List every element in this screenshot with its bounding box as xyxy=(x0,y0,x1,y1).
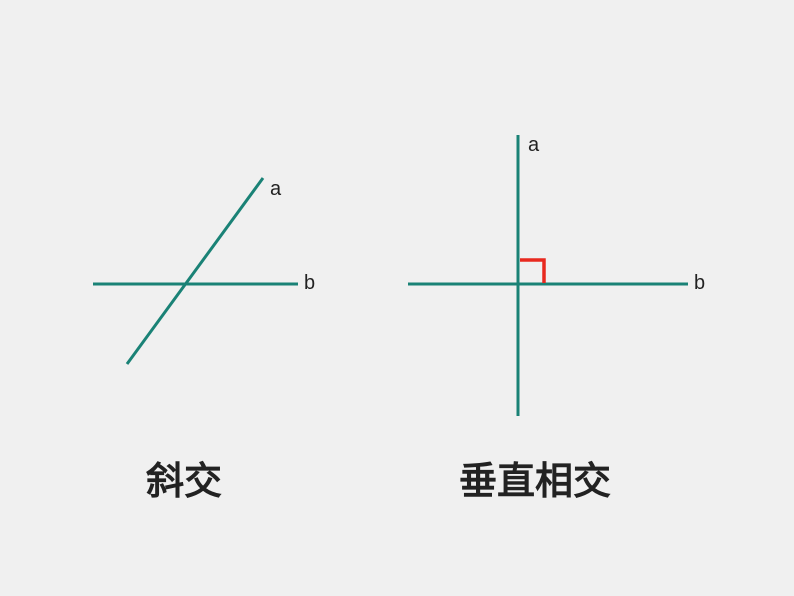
left-label-b: b xyxy=(304,272,315,295)
left-caption: 斜交 xyxy=(146,450,222,505)
right-caption: 垂直相交 xyxy=(459,450,611,505)
right-label-b: b xyxy=(694,272,705,295)
left-label-a: a xyxy=(270,178,281,201)
right-label-a: a xyxy=(528,134,539,157)
diagram-container: a b a b 斜交 垂直相交 xyxy=(0,0,794,596)
left-line-a xyxy=(127,178,263,364)
right-angle-marker xyxy=(520,260,544,283)
diagram-svg xyxy=(0,0,794,596)
